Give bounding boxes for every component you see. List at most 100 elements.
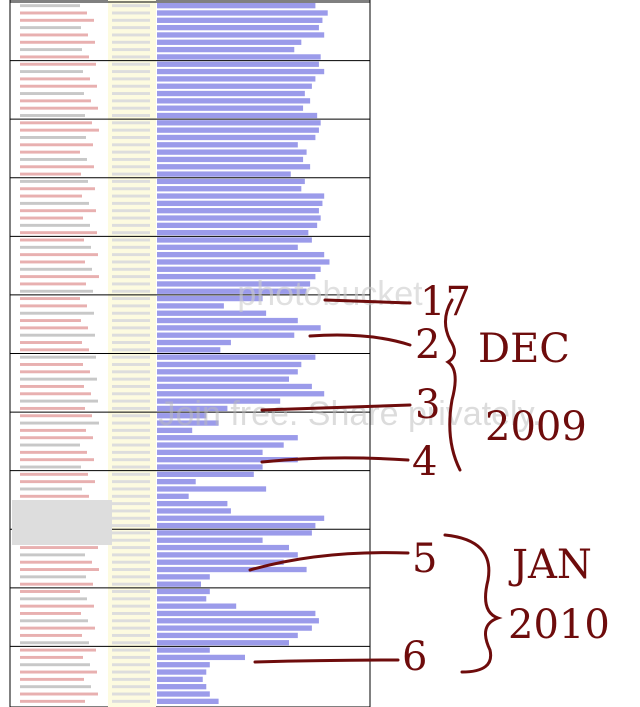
row-text-placeholder [112,99,150,103]
bar [157,559,284,565]
row-text-placeholder [20,619,88,623]
row-text-placeholder [112,289,150,293]
bar [157,662,210,668]
row-text-placeholder [112,333,150,337]
row-text-placeholder [112,260,150,264]
row-text-placeholder [112,348,150,352]
row-text-placeholder [112,216,150,220]
bar [157,317,298,324]
bar [157,515,325,521]
row-text-placeholder [20,275,99,279]
row-text-placeholder [112,363,150,366]
row-text-placeholder [112,663,150,667]
bar [157,222,318,229]
bar [157,449,263,456]
bar [157,251,325,258]
row-text-placeholder [112,26,150,30]
bar [157,281,311,287]
row-text-placeholder [112,282,150,286]
row-text-placeholder [20,143,93,147]
bar [157,478,196,485]
row-text-placeholder [20,699,85,703]
row-text-placeholder [112,502,150,506]
row-text-placeholder [112,590,150,593]
bar [157,112,318,119]
bar [157,435,298,441]
row-text-placeholder [112,450,150,454]
row-text-placeholder [112,406,150,410]
bar [157,420,219,426]
row-text-placeholder [20,231,97,235]
row-text-placeholder [112,619,150,623]
row-text-placeholder [112,648,150,652]
row-text-placeholder [20,297,80,301]
row-text-placeholder [20,11,87,15]
bar [157,684,207,690]
arrow [248,551,410,572]
row-text-placeholder [112,311,150,315]
row-text-placeholder [112,392,150,396]
row-text-placeholder [112,121,150,125]
annotations: 17 2 3 4 5 6 DEC 2009 JAN 2010 [248,279,610,680]
row-text-placeholder [20,319,81,323]
row-text-placeholder [112,40,150,44]
bracket-label: 2009 [485,404,587,450]
annotation: 5 [412,536,437,582]
row-text-placeholder [20,677,84,681]
row-text-placeholder [20,267,92,271]
bar [157,508,231,514]
bar [157,405,228,412]
arrow [253,658,400,664]
row-text-placeholder [112,677,150,681]
row-text-placeholder [20,436,93,440]
bar [157,471,254,477]
bar [157,464,263,470]
row-text-placeholder [20,348,89,352]
row-text-placeholder [112,231,150,235]
row-text-placeholder [20,128,99,132]
row-text-placeholder [20,253,98,257]
row-text-placeholder [20,472,88,476]
row-text-placeholder [112,553,150,557]
row-text-placeholder [112,136,150,139]
row-text-placeholder [112,106,150,110]
row-text-placeholder [20,663,90,667]
row-text-placeholder [20,414,92,418]
row-text-placeholder [20,209,96,213]
bar [157,376,289,382]
row-text-placeholder [20,4,80,8]
row-text-placeholder [20,670,97,674]
bar [157,618,319,624]
row-text-placeholder [112,165,150,169]
row-text-placeholder [20,692,98,696]
row-text-placeholder [20,655,83,659]
bar [157,244,298,250]
bar [157,325,321,331]
row-text-placeholder [112,377,150,381]
brace [443,533,503,674]
row-text-placeholder [112,604,150,608]
row-text-placeholder [20,114,85,117]
row-text-placeholder [112,326,150,330]
row-text-placeholder [112,516,150,520]
row-text-placeholder [20,326,88,330]
row-text-placeholder [112,157,150,161]
row-text-placeholder [112,48,150,52]
row-text-placeholder [20,685,91,689]
bar [157,105,304,111]
row-text-placeholder [20,553,85,557]
annotation: 6 [402,634,427,680]
row-text-placeholder [112,4,150,8]
bar [157,493,189,499]
bar [157,98,311,104]
row-text-placeholder [112,560,150,564]
row-text-placeholder [20,443,80,447]
row-text-placeholder [20,179,88,183]
bar [157,156,304,163]
row-text-placeholder [112,70,150,74]
row-text-placeholder [20,238,84,242]
bar [157,625,312,631]
row-text-placeholder [20,399,98,403]
row-text-placeholder [20,245,91,249]
row-text-placeholder [20,311,94,315]
